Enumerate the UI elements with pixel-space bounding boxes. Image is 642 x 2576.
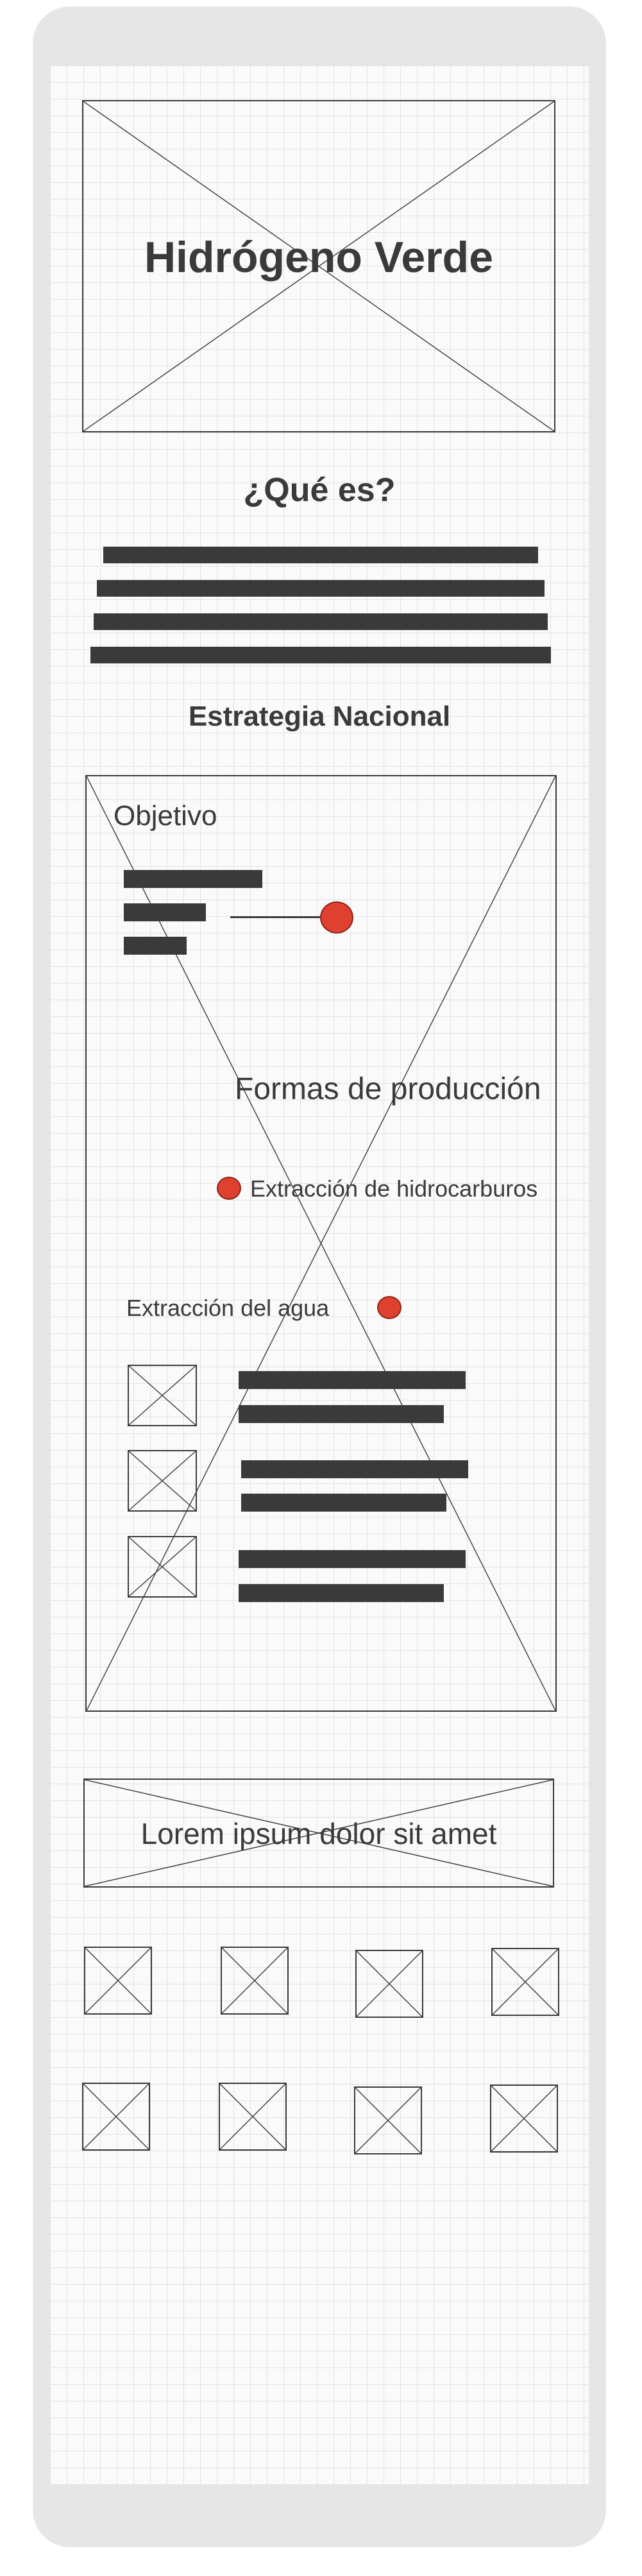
- list-thumbnail: [128, 1536, 197, 1598]
- banner-image-placeholder: [83, 1778, 554, 1888]
- text-placeholder-line: [97, 580, 545, 597]
- slider-handle[interactable]: [320, 901, 353, 934]
- list-placeholder-line: [241, 1460, 468, 1478]
- text-placeholder-line: [103, 547, 538, 563]
- banner-text: Lorem ipsum dolor sit amet: [140, 1817, 497, 1850]
- list-placeholder-line: [241, 1494, 446, 1512]
- grid-thumbnail[interactable]: [490, 2085, 558, 2153]
- option-dot-hidrocarburos[interactable]: [217, 1177, 241, 1200]
- hero-title: Hidrógeno Verde: [144, 233, 494, 282]
- objetivo-label: Objetivo: [114, 800, 217, 832]
- que-es-heading: ¿Qué es?: [243, 472, 396, 509]
- screen: Hidrógeno Verde ¿Qué es? Estrategia Naci…: [50, 65, 589, 2484]
- formas-heading: Formas de producción: [235, 1072, 541, 1106]
- list-placeholder-line: [239, 1405, 444, 1423]
- option-agua-label: Extracción del agua: [126, 1295, 330, 1321]
- list-placeholder-line: [239, 1550, 466, 1568]
- grid-thumbnail[interactable]: [491, 1948, 559, 2016]
- list-thumbnail: [128, 1450, 197, 1512]
- grid-thumbnail[interactable]: [354, 2086, 422, 2154]
- text-placeholder-line: [94, 613, 548, 630]
- objetivo-placeholder-line: [124, 937, 187, 955]
- list-thumbnail: [128, 1365, 197, 1426]
- grid-thumbnail[interactable]: [84, 1947, 152, 2015]
- text-placeholder-line: [90, 647, 551, 663]
- list-placeholder-line: [239, 1371, 466, 1389]
- grid-thumbnail[interactable]: [221, 1947, 289, 2015]
- grid-thumbnail[interactable]: [219, 2083, 287, 2151]
- estrategia-heading: Estrategia Nacional: [188, 701, 451, 732]
- option-hidrocarburos-label: Extracción de hidrocarburos: [250, 1175, 538, 1202]
- option-dot-agua[interactable]: [377, 1296, 401, 1319]
- objetivo-placeholder-line: [124, 903, 206, 921]
- grid-thumbnail[interactable]: [355, 1950, 423, 2018]
- objetivo-placeholder-line: [124, 870, 262, 888]
- estrategia-image-placeholder: [85, 775, 557, 1712]
- list-placeholder-line: [239, 1584, 444, 1602]
- slider-track[interactable]: [230, 916, 339, 918]
- hero-image-placeholder: [82, 100, 555, 432]
- grid-thumbnail[interactable]: [82, 2083, 150, 2151]
